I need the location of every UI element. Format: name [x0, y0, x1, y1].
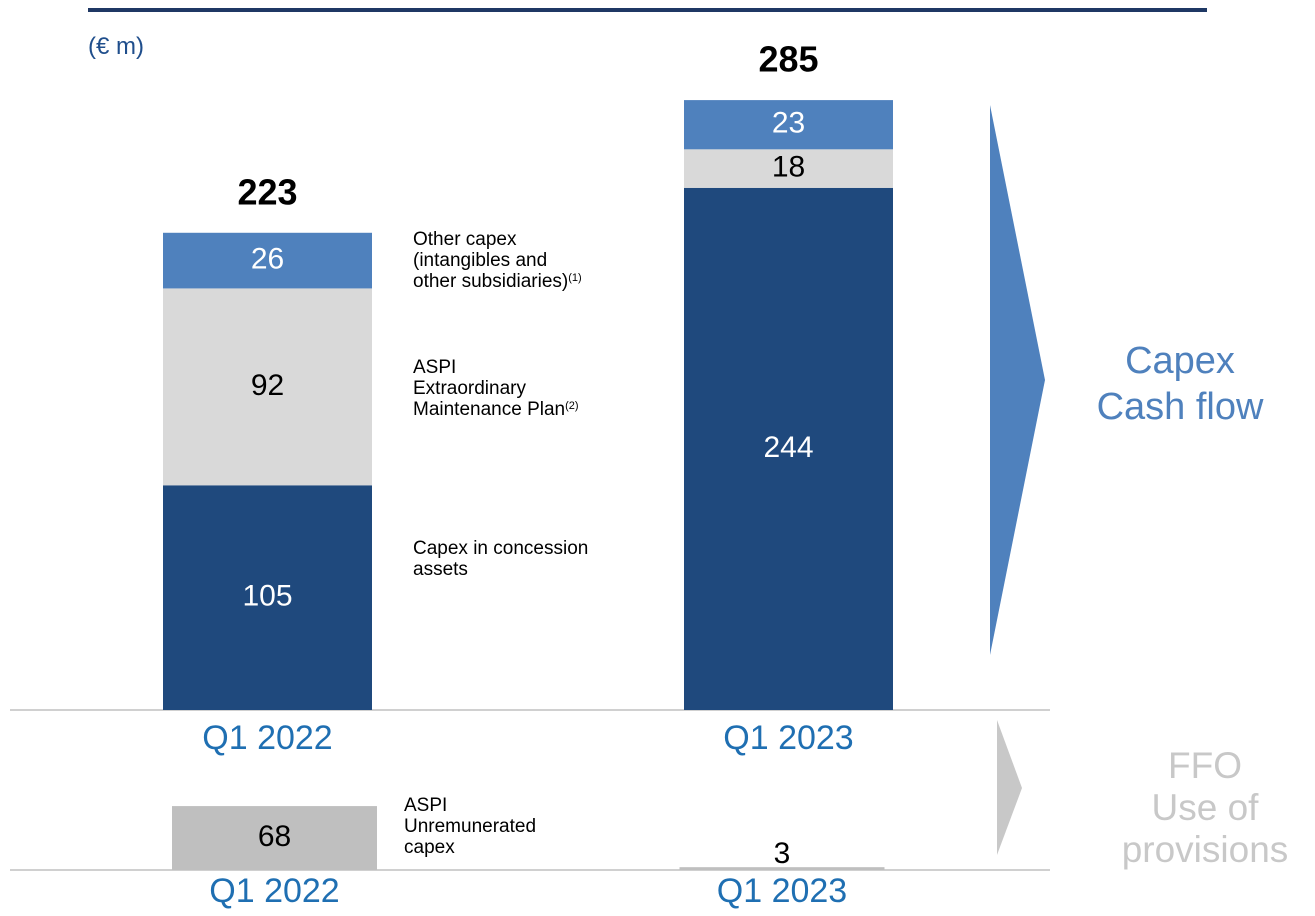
- arrow: [990, 105, 1045, 655]
- x-tick-label: Q1 2023: [723, 719, 853, 757]
- value-label: 3: [774, 837, 791, 870]
- value-label: 68: [258, 820, 291, 853]
- arrow: [997, 720, 1022, 855]
- value-label: 244: [763, 431, 813, 464]
- x-tick-label: Q1 2023: [717, 872, 847, 910]
- value-label: 18: [772, 151, 805, 184]
- footnote-ref: (1): [568, 272, 582, 284]
- legend-label: ASPI Unremunerated capex: [404, 795, 537, 858]
- bar-segment: [163, 288, 372, 486]
- bar-segment: [684, 187, 893, 711]
- legend-label: Other capex (intangibles and other subsi…: [413, 229, 569, 292]
- bar-segment: [163, 485, 372, 710]
- bar-segment: [679, 867, 885, 870]
- unit-label: (€ m): [88, 33, 144, 60]
- x-tick-label: Q1 2022: [209, 872, 339, 910]
- value-label: 105: [242, 580, 292, 613]
- legend-entry: Other capex (intangibles and other subsi…: [413, 229, 582, 292]
- total-label: 285: [758, 39, 818, 80]
- legend-entry: Capex in concession assets: [413, 538, 588, 580]
- bar-segment: [172, 806, 377, 870]
- footnote-ref: (2): [565, 400, 579, 412]
- arrow-label: Capex Cash flow: [1096, 340, 1264, 428]
- bar-segment: [684, 149, 893, 188]
- value-label: 26: [251, 243, 284, 276]
- value-label: 23: [772, 107, 805, 140]
- legend-entry: ASPI Extraordinary Maintenance Plan(2): [413, 357, 579, 420]
- x-tick-label: Q1 2022: [202, 719, 332, 757]
- legend-label: ASPI Extraordinary Maintenance Plan: [413, 357, 566, 420]
- total-label: 223: [237, 171, 297, 212]
- bar-segment: [163, 232, 372, 289]
- arrow-label: FFO Use of provisions: [1121, 745, 1289, 870]
- legend-entry: ASPI Unremunerated capex: [404, 795, 536, 858]
- value-label: 92: [251, 369, 284, 402]
- legend-label: Capex in concession assets: [413, 538, 589, 580]
- bar-segment: [684, 100, 893, 150]
